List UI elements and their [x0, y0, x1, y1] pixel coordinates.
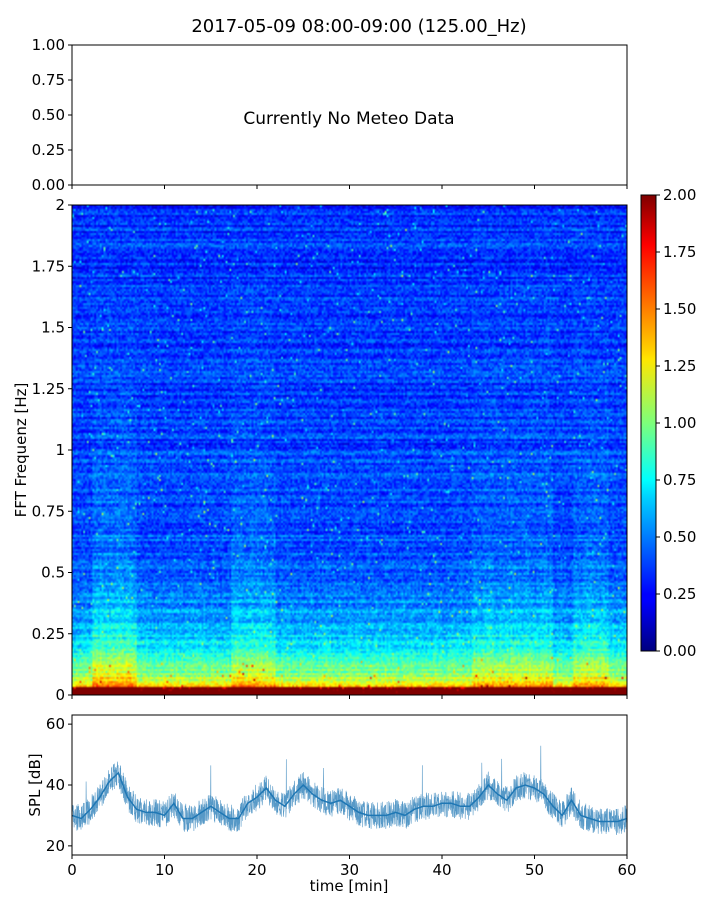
spl-series-noise [72, 745, 627, 835]
spectrogram-y-tick-label: 1.75 [32, 257, 65, 275]
colorbar-tick-label: 0.75 [663, 471, 696, 489]
spectrogram-heatmap [72, 205, 627, 695]
spl-y-tick-label: 20 [46, 837, 65, 855]
spl-x-tick-label: 30 [340, 861, 359, 879]
spectrogram-y-tick-label: 0.75 [32, 502, 65, 520]
colorbar-tick-label: 1.00 [663, 414, 696, 432]
spl-x-tick-label: 40 [432, 861, 451, 879]
meteo-y-tick-label: 0.75 [32, 71, 65, 89]
spectrogram-y-tick-label: 1 [55, 441, 65, 459]
spl-y-ticks: 20 40 60 [46, 715, 72, 855]
spl-x-tick-label: 10 [155, 861, 174, 879]
spectrogram-y-tick-label: 0 [55, 686, 65, 704]
colorbar-tick-label: 0.25 [663, 585, 696, 603]
meteo-no-data-annotation: Currently No Meteo Data [243, 109, 454, 129]
spl-y-label: SPL [dB] [26, 753, 44, 816]
spl-x-tick-label: 50 [525, 861, 544, 879]
colorbar-ticks: 0.00 0.25 0.50 0.75 1.00 1.25 1.50 1.75 2.00 [656, 186, 696, 660]
spectrogram-y-tick-label: 1.5 [41, 319, 65, 337]
meteo-axes-frame [71, 44, 628, 186]
spectrogram-y-label: FFT Frequenz [Hz] [12, 383, 30, 518]
figure-title: 2017-05-09 08:00-09:00 (125.00_Hz) [191, 16, 526, 37]
colorbar: 0.00 0.25 0.50 0.75 1.00 1.25 1.50 1.75 2.00 [640, 186, 696, 660]
spl-panel: 20 40 60 0 10 20 30 40 50 60 SPL [dB] time [min] [26, 714, 637, 895]
spl-y-tick-label: 60 [46, 715, 65, 733]
spl-y-tick-label: 40 [46, 776, 65, 794]
colorbar-tick-label: 1.50 [663, 300, 696, 318]
colorbar-tick-label: 0.00 [663, 642, 696, 660]
spectrogram-y-ticks: 0 0.25 0.5 0.75 1 1.25 1.5 1.75 2 [32, 196, 72, 704]
meteo-y-ticks: 0.00 0.25 0.50 0.75 1.00 [32, 36, 72, 194]
spectrogram-y-tick-label: 2 [55, 196, 65, 214]
spectrogram-y-tick-label: 0.25 [32, 625, 65, 643]
spectrogram-x-ticks [71, 695, 628, 699]
colorbar-tick-label: 1.25 [663, 357, 696, 375]
spl-x-tick-label: 0 [67, 861, 77, 879]
spectrogram-y-tick-label: 1.25 [32, 380, 65, 398]
meteo-y-tick-label: 0.50 [32, 106, 65, 124]
colorbar-gradient [640, 194, 657, 652]
spl-series-line [72, 771, 627, 823]
colorbar-tick-label: 1.75 [663, 243, 696, 261]
colorbar-tick-label: 2.00 [663, 186, 696, 204]
spl-x-tick-label: 60 [617, 861, 636, 879]
spl-x-tick-label: 20 [247, 861, 266, 879]
spl-axes-background [72, 715, 627, 855]
meteo-y-tick-label: 0.25 [32, 141, 65, 159]
colorbar-tick-label: 0.50 [663, 528, 696, 546]
meteo-y-tick-label: 0.00 [32, 176, 65, 194]
meteo-y-tick-label: 1.00 [32, 36, 65, 54]
spectrogram-y-tick-label: 0.5 [41, 564, 65, 582]
spl-x-ticks: 0 10 20 30 40 50 60 [67, 855, 637, 879]
spectrogram-panel: 0 0.25 0.5 0.75 1 1.25 1.5 1.75 2 FFT Frequenz [… [12, 196, 628, 704]
meteo-x-ticks [71, 185, 628, 189]
spl-x-label: time [min] [310, 877, 389, 895]
meteo-panel: 0.00 0.25 0.50 0.75 1.00 Currently No Meteo … [32, 36, 628, 194]
